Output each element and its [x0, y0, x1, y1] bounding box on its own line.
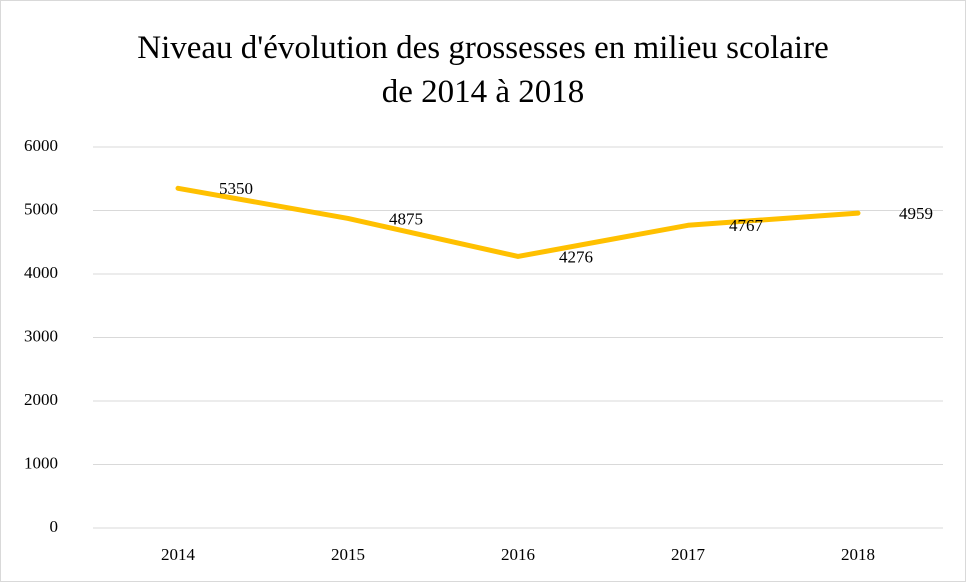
- y-tick-label: 1000: [24, 453, 58, 472]
- x-tick-label: 2014: [161, 545, 196, 564]
- x-tick-label: 2015: [331, 545, 365, 564]
- data-line: [175, 185, 861, 259]
- y-tick-label: 0: [50, 517, 59, 536]
- x-tick-label: 2018: [841, 545, 875, 564]
- data-label: 5350: [219, 179, 253, 198]
- data-label: 4959: [899, 204, 933, 223]
- x-tick-label: 2017: [671, 545, 706, 564]
- x-tick-label: 2016: [501, 545, 535, 564]
- data-label: 4276: [559, 247, 593, 266]
- y-tick-label: 6000: [24, 136, 58, 155]
- y-tick-label: 3000: [24, 326, 58, 345]
- y-tick-label: 4000: [24, 263, 58, 282]
- data-label: 4767: [729, 216, 764, 235]
- y-tick-label: 5000: [24, 199, 58, 218]
- data-label: 4875: [389, 209, 423, 228]
- y-tick-label: 2000: [24, 390, 58, 409]
- chart-title: Niveau d'évolution des grossesses en mil…: [137, 30, 829, 110]
